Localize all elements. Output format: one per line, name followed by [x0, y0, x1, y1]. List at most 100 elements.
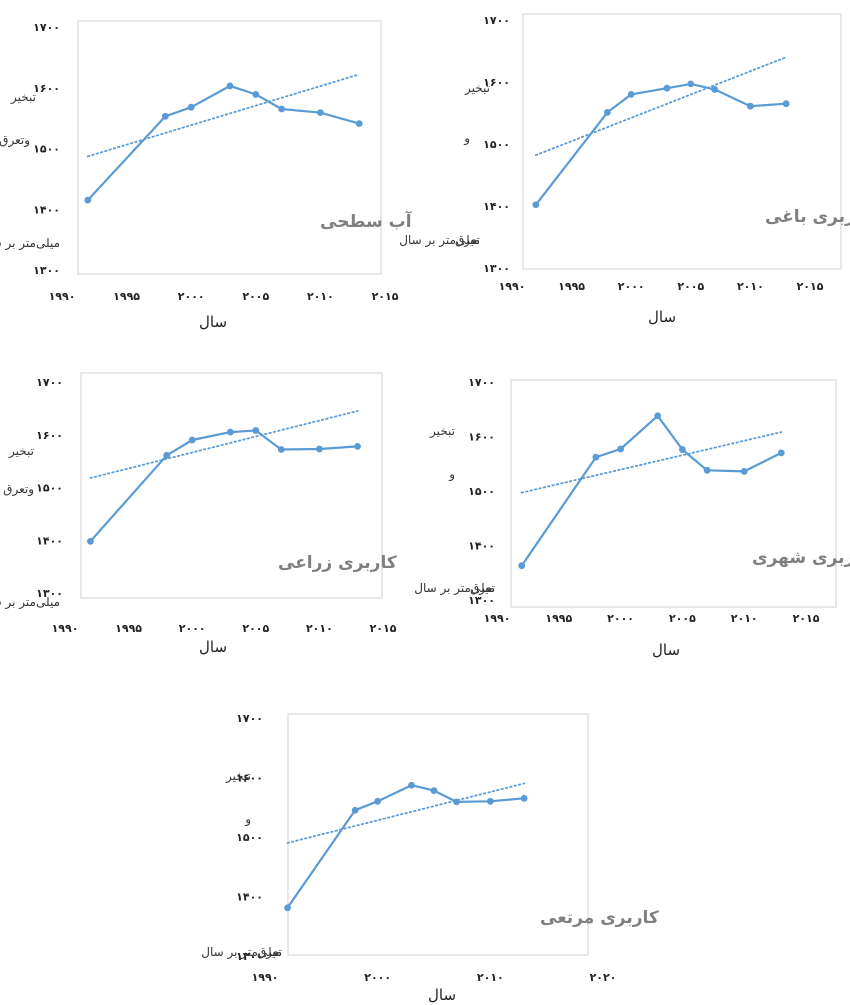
plot-area [510, 379, 837, 608]
y-axis-label: میلی‌متر بر سال [399, 233, 480, 248]
y-axis-label: میلی‌متر بر سال [0, 236, 60, 251]
y-axis-label: و [448, 467, 455, 482]
x-tick-label: ۱۹۹۰ [252, 971, 279, 984]
x-tick-label: ۲۰۱۵ [370, 622, 397, 635]
chart-1: ۱۳۰۰ ۱۴۰۰ ۱۵۰۰ ۱۶۰۰ ۱۷۰۰ ۱۹۹۰ ۱۹۹۵ ۲۰۰۰ ۲۰۰۵ ۲۰۱۰… [0, 20, 413, 331]
y-axis-label: میلی‌متر بر سال [201, 945, 282, 960]
x-tick-label: ۱۹۹۵ [545, 612, 572, 625]
y-axis-label: تبخیر [429, 424, 455, 439]
data-point [252, 91, 260, 98]
series-line [534, 82, 787, 206]
series-line [286, 784, 525, 909]
x-tick-label: ۲۰۲۰ [590, 971, 617, 984]
data-point [226, 428, 234, 436]
trend-line [286, 782, 526, 844]
x-tick-label: ۱۹۹۵ [113, 290, 140, 303]
y-tick-label: ۱۶۰۰ [236, 772, 263, 785]
y-tick-label: ۱۵۰۰ [468, 485, 495, 498]
x-tick-label: ۲۰۱۰ [307, 290, 334, 303]
y-tick-label: ۱۶۰۰ [33, 82, 60, 95]
data-point [747, 102, 754, 110]
y-tick-label: ۱۴۰۰ [36, 534, 63, 547]
data-point [316, 445, 323, 453]
y-axis-label: تعرق [470, 581, 495, 596]
y-tick-label: ۱۶۰۰ [36, 429, 63, 442]
y-tick-label: ۱۷۰۰ [36, 376, 63, 389]
chart-4: ۱۳۰۰ ۱۴۰۰ ۱۵۰۰ ۱۶۰۰ ۱۷۰۰ ۱۹۹۰ ۱۹۹۵ ۲۰۰۰ ۲۰۰۵ ۲۰۱۰… [414, 376, 850, 659]
data-point [711, 86, 719, 93]
x-tick-label: ۲۰۱۰ [306, 622, 333, 635]
x-axis-label: سال [428, 986, 456, 1004]
data-point [188, 436, 196, 444]
data-point [226, 82, 234, 90]
data-point [354, 442, 361, 450]
data-point [317, 109, 324, 117]
data-point [687, 80, 695, 88]
data-point [453, 798, 460, 806]
y-axis-label: وتعرق [0, 133, 30, 148]
y-tick-label: ۱۷۰۰ [468, 376, 495, 389]
y-tick-label: ۱۳۰۰ [468, 594, 495, 607]
chart-title: کاربری شهری [752, 548, 850, 568]
y-tick-label: ۱۴۰۰ [33, 203, 60, 216]
data-point [351, 806, 359, 814]
data-point [187, 103, 195, 111]
plot-area [287, 713, 589, 956]
y-tick-label: ۱۶۰۰ [483, 76, 510, 89]
y-axis-label: و [463, 131, 470, 146]
chart-title: کاربری باغی [765, 207, 850, 227]
x-axis-label: سال [648, 308, 676, 326]
data-point [284, 904, 291, 912]
x-tick-label: ۲۰۱۰ [731, 612, 758, 625]
data-point [374, 797, 382, 805]
x-tick-label: ۱۹۹۰ [52, 622, 79, 635]
y-tick-label: ۱۷۰۰ [483, 14, 510, 27]
chart-3: ۱۳۰۰ ۱۴۰۰ ۱۵۰۰ ۱۶۰۰ ۱۷۰۰ ۱۹۹۰ ۱۹۹۵ ۲۰۰۰ ۲۰۰۵ ۲۰۱۰… [0, 372, 397, 656]
trend-line [534, 56, 788, 157]
series-line [520, 414, 782, 567]
data-point [777, 449, 785, 457]
x-axis-label: سال [652, 641, 680, 659]
y-tick-label: ۱۷۰۰ [236, 712, 263, 725]
y-tick-label: ۱۳۰۰ [483, 262, 510, 275]
chart-title: کاربری زراعی [278, 553, 397, 573]
y-axis-label: وتعرق [3, 482, 34, 497]
y-axis-label: میلی‌متر بر سال [0, 595, 60, 610]
data-point [603, 108, 611, 116]
x-tick-label: ۲۰۰۵ [242, 290, 269, 303]
chart-title: آب سطحی [320, 210, 413, 232]
plot-area [522, 13, 842, 270]
trend-line [86, 73, 361, 158]
x-tick-label: ۲۰۰۰ [364, 971, 391, 984]
x-tick-label: ۲۰۱۵ [797, 280, 824, 293]
series-line [86, 84, 360, 201]
y-tick-label: ۱۳۰۰ [33, 264, 60, 277]
trend-line [89, 410, 359, 479]
x-tick-label: ۱۹۹۰ [484, 612, 511, 625]
chart-2: ۱۳۰۰ ۱۴۰۰ ۱۵۰۰ ۱۶۰۰ ۱۷۰۰ ۱۹۹۰ ۱۹۹۵ ۲۰۰۰ ۲۰۰۵ ۲۰۱۰… [399, 13, 850, 326]
data-point [592, 453, 600, 461]
x-tick-label: ۲۰۰۰ [618, 280, 645, 293]
x-tick-label: ۲۰۰۰ [179, 622, 206, 635]
y-axis-label: تعرق [455, 233, 480, 248]
y-axis-label: تبخیر [464, 81, 490, 96]
y-tick-label: ۱۵۰۰ [483, 138, 510, 151]
y-tick-label: ۱۵۰۰ [236, 831, 263, 844]
y-axis-label: تبخیر [8, 444, 34, 459]
data-point [703, 466, 711, 474]
data-point [617, 445, 624, 453]
y-tick-label: ۱۶۰۰ [468, 431, 495, 444]
trend-line [520, 431, 783, 494]
plot-area [77, 20, 382, 275]
data-point [355, 120, 363, 127]
y-tick-label: ۱۴۰۰ [483, 200, 510, 213]
x-tick-label: ۲۰۱۵ [372, 290, 399, 303]
data-point [532, 201, 540, 209]
data-point [278, 105, 286, 113]
x-tick-label: ۱۹۹۰ [499, 280, 526, 293]
y-axis-label: تبخیر [10, 90, 36, 105]
y-tick-label: ۱۴۰۰ [468, 540, 495, 553]
data-point [408, 781, 415, 789]
y-axis-label: تبخیر [225, 769, 251, 784]
